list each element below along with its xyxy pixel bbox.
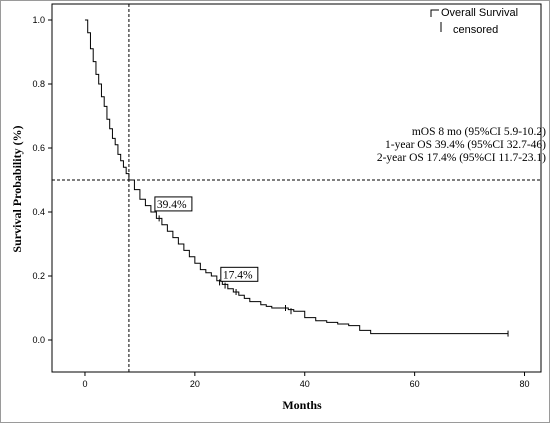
stats-line: 2-year OS 17.4% (95%CI 11.7-23.1) — [377, 152, 546, 164]
survival-curve — [84, 19, 509, 335]
y-tick-label: 0.4 — [32, 207, 45, 217]
callout-label: 17.4% — [223, 269, 253, 281]
callout-1: 17.4% — [220, 266, 259, 282]
y-tick-label: 0.2 — [32, 271, 45, 281]
reference-lines — [52, 4, 541, 372]
y-tick-label: 1.0 — [32, 15, 45, 25]
y-tick-label: 0.8 — [32, 79, 45, 89]
legend-label: censored — [453, 24, 498, 36]
x-tick-label: 0 — [82, 379, 87, 389]
legend-label: Overall Survival — [441, 7, 518, 19]
plot-frame — [51, 3, 542, 373]
stats-line: mOS 8 mo (95%CI 5.9-10.2) — [412, 126, 546, 138]
x-tick-label: 60 — [410, 379, 420, 389]
x-tick-label: 40 — [300, 379, 310, 389]
callout-label: 39.4% — [157, 199, 187, 211]
censor-marks — [158, 215, 509, 337]
stats-line: 1-year OS 39.4% (95%CI 32.7-46) — [385, 139, 546, 151]
y-tick-label: 0.0 — [32, 335, 45, 345]
y-tick-label: 0.6 — [32, 143, 45, 153]
x-axis-ticks: 0 20 40 60 80 — [82, 372, 530, 389]
callout-0: 39.4% — [154, 196, 193, 212]
x-axis-title: Months — [282, 398, 322, 412]
legend: Overall Survival censored — [430, 7, 518, 36]
legend-step-icon — [430, 9, 439, 17]
callout-labels: 39.4% 17.4% — [154, 196, 259, 282]
survival-series — [84, 19, 509, 335]
callout-box — [154, 196, 193, 212]
y-axis-ticks: 0.0 0.2 0.4 0.6 0.8 1.0 — [32, 15, 52, 345]
x-tick-label: 20 — [190, 379, 200, 389]
x-tick-label: 80 — [520, 379, 530, 389]
y-axis-title: Survival Probability (%) — [10, 125, 24, 252]
plot-border — [51, 3, 542, 373]
stats-annotation: mOS 8 mo (95%CI 5.9-10.2)1-year OS 39.4%… — [377, 126, 546, 164]
callout-box — [220, 266, 259, 282]
